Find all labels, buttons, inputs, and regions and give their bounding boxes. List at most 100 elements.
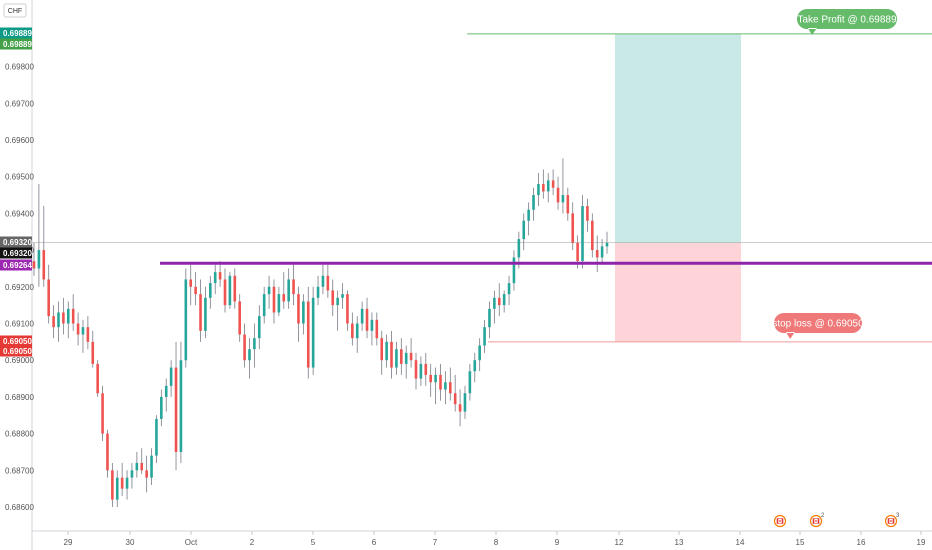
candle <box>115 470 119 507</box>
canada-flag-icon[interactable]: 3 <box>884 513 901 528</box>
candle <box>404 345 408 379</box>
candle <box>253 323 256 368</box>
price-tag: 0.69320 <box>0 236 32 248</box>
canada-flag-icon[interactable]: 2 <box>809 513 826 528</box>
candle <box>194 272 197 306</box>
candle <box>238 294 241 342</box>
candle <box>586 198 589 232</box>
candle <box>556 176 560 210</box>
candle <box>355 316 359 353</box>
candle <box>302 294 305 335</box>
svg-text:0.69050: 0.69050 <box>3 347 32 356</box>
candle <box>135 451 139 478</box>
candle <box>164 378 168 412</box>
candle <box>331 279 335 317</box>
candle <box>400 338 403 375</box>
candle <box>380 330 384 375</box>
price-tags: 0.69889 0.69889 0.69320 0.69320 0.69264 0.690… <box>0 27 32 357</box>
y-tick-label: 0.69500 <box>5 173 34 182</box>
candle <box>86 316 90 350</box>
candle <box>537 173 540 207</box>
x-tick-label: 9 <box>555 538 560 547</box>
x-tick-label: 13 <box>675 538 684 547</box>
take-profit-zone[interactable] <box>615 33 741 243</box>
candle <box>57 301 60 342</box>
candle <box>228 272 232 309</box>
candle <box>52 305 55 339</box>
candle <box>218 261 222 287</box>
take-profit-label: Take Profit @ 0.69889 <box>797 15 897 26</box>
candle <box>169 360 173 397</box>
candle <box>326 264 330 298</box>
candle <box>311 286 315 375</box>
x-axis-ticks: 29 30 Oct 2 5 6 7 8 9 12 13 14 15 16 19 <box>64 531 926 547</box>
candle <box>277 286 281 317</box>
candle <box>600 239 604 265</box>
candle <box>42 206 46 287</box>
candle <box>414 352 418 390</box>
candle <box>179 341 183 463</box>
symbol-box[interactable] <box>3 3 27 18</box>
candle <box>213 264 217 295</box>
candle <box>282 272 286 309</box>
candle <box>66 301 70 339</box>
x-tick-label: 8 <box>494 538 499 547</box>
x-tick-label: 7 <box>433 538 438 547</box>
event-count: 2 <box>821 513 825 519</box>
candle <box>91 330 95 368</box>
candle <box>581 195 584 269</box>
svg-text:0.69264: 0.69264 <box>3 261 32 270</box>
candle <box>546 173 550 203</box>
candle <box>150 448 153 485</box>
candle <box>351 312 354 346</box>
x-tick-label: 29 <box>64 538 73 547</box>
candle <box>209 275 212 309</box>
candle <box>571 202 575 251</box>
candle <box>336 290 339 331</box>
candle <box>532 187 535 221</box>
candle <box>174 341 178 471</box>
y-tick-label: 0.69100 <box>5 320 34 329</box>
canada-flag-icon[interactable] <box>773 514 787 528</box>
candlestick-series <box>32 158 609 507</box>
candle <box>502 290 506 313</box>
candle <box>341 283 344 309</box>
candle <box>551 169 555 196</box>
candle <box>243 323 246 368</box>
y-tick-label: 0.69800 <box>5 63 34 72</box>
candle <box>434 367 437 405</box>
candle <box>385 334 388 368</box>
stop-loss-bubble[interactable]: stop loss @ 0.69050 <box>772 313 864 339</box>
candle <box>155 415 158 463</box>
price-tag: 0.69050 <box>0 335 32 347</box>
candle <box>297 286 300 342</box>
candle <box>493 290 496 324</box>
candle <box>248 338 251 379</box>
take-profit-bubble[interactable]: Take Profit @ 0.69889 <box>797 9 897 35</box>
candle <box>365 297 369 339</box>
candle <box>419 356 423 386</box>
y-tick-label: 0.68700 <box>5 466 34 475</box>
candle <box>444 371 447 405</box>
candle <box>497 283 501 317</box>
candle <box>439 363 442 401</box>
candle <box>140 448 144 474</box>
candle <box>160 389 163 427</box>
candle <box>184 268 188 368</box>
svg-text:0.69889: 0.69889 <box>3 29 32 38</box>
candle <box>199 279 202 342</box>
candle <box>473 352 477 383</box>
candle <box>527 202 530 236</box>
x-tick-label: Oct <box>185 538 198 547</box>
y-tick-label: 0.69700 <box>5 99 34 108</box>
candle <box>316 275 320 306</box>
candle <box>101 385 104 441</box>
candle <box>321 264 325 295</box>
candle <box>483 319 486 353</box>
stop-loss-zone[interactable] <box>615 242 741 342</box>
candle <box>145 455 148 493</box>
candle <box>106 429 109 478</box>
